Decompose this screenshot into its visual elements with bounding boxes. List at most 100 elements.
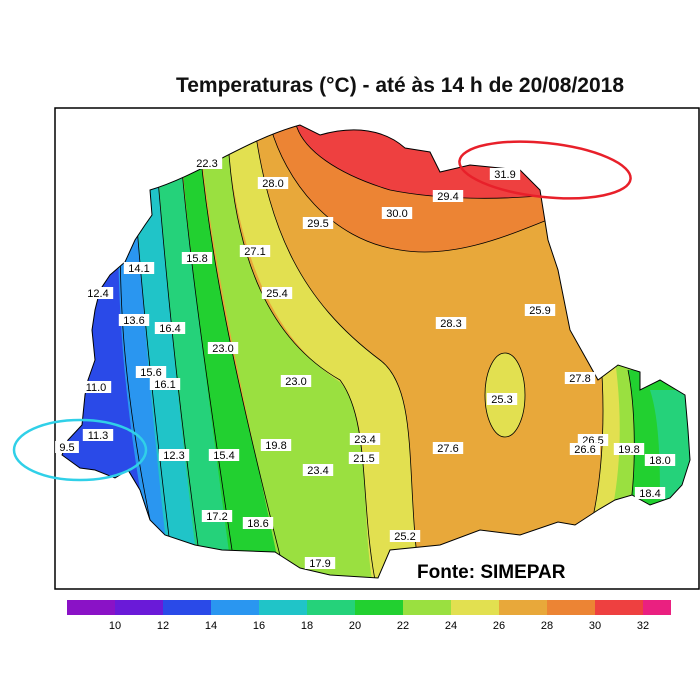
color-legend: 10 12 14 16 18 20 22 24 26 28 30 32	[67, 600, 671, 632]
band-18	[135, 180, 200, 560]
station-label-box	[123, 262, 155, 274]
station-label-box	[181, 252, 213, 264]
station-value: 18.4	[639, 488, 660, 500]
station-label: 14.1	[123, 262, 155, 275]
station-value: 27.6	[437, 443, 458, 455]
station-label: 25.4	[261, 287, 293, 300]
station-label-box	[280, 375, 312, 387]
station-value: 29.5	[307, 218, 328, 230]
station-label: 12.4	[82, 287, 114, 300]
station-label: 15.6	[135, 366, 167, 379]
legend-tick-label: 28	[541, 620, 553, 632]
station-value: 27.8	[569, 373, 590, 385]
station-label-box	[489, 168, 521, 180]
isoline	[181, 169, 236, 571]
station-value: 27.1	[244, 246, 265, 258]
isoline	[199, 149, 286, 576]
legend-swatch	[115, 600, 163, 615]
station-label-box	[149, 378, 181, 390]
legend-tick-label: 10	[109, 620, 121, 632]
station-value: 25.4	[266, 288, 287, 300]
station-label-box	[261, 287, 293, 299]
station-label: 29.4	[432, 190, 464, 203]
station-value: 26.6	[574, 444, 595, 456]
station-value: 11.3	[88, 430, 109, 442]
station-label-box	[201, 510, 233, 522]
station-label: 15.4	[208, 449, 240, 462]
station-label: 21.5	[348, 452, 380, 465]
station-label: 28.0	[257, 177, 289, 190]
legend-swatch	[259, 600, 307, 615]
station-value: 25.2	[394, 531, 415, 543]
legend-tick-label: 22	[397, 620, 409, 632]
station-value: 30.0	[386, 208, 407, 220]
station-label: 23.4	[349, 433, 381, 446]
legend-swatch	[451, 600, 499, 615]
station-value: 17.9	[309, 558, 330, 570]
station-value: 16.4	[159, 323, 180, 335]
isoline	[227, 139, 376, 578]
station-label: 27.1	[239, 245, 271, 258]
station-label: 11.3	[82, 429, 114, 442]
station-label: 25.9	[524, 304, 556, 317]
station-value: 28.3	[440, 318, 461, 330]
station-value: 23.0	[212, 343, 233, 355]
station-label: 16.4	[154, 322, 186, 335]
station-label-box	[349, 433, 381, 445]
legend-tick-label: 18	[301, 620, 313, 632]
station-value: 22.3	[196, 158, 217, 170]
station-label-box	[389, 530, 421, 542]
station-label: 18.6	[242, 517, 274, 530]
legend-tick-label: 14	[205, 620, 217, 632]
legend-tick-label: 20	[349, 620, 361, 632]
station-label-box	[569, 443, 601, 455]
station-value: 13.6	[123, 315, 144, 327]
station-value: 18.6	[247, 518, 268, 530]
station-label-box	[260, 439, 292, 451]
station-value: 11.0	[86, 382, 107, 394]
station-label: 27.8	[564, 372, 596, 385]
legend-swatch	[595, 600, 643, 615]
station-label-box	[82, 287, 114, 299]
station-label-box	[191, 157, 223, 169]
station-label: 29.5	[302, 217, 334, 230]
station-value: 17.2	[206, 511, 227, 523]
legend-swatch	[403, 600, 451, 615]
station-value: 25.9	[529, 305, 550, 317]
station-label: 23.4	[302, 464, 334, 477]
isoline	[254, 129, 421, 578]
station-label-box	[242, 517, 274, 529]
station-label: 15.8	[181, 252, 213, 265]
legend-swatch	[499, 600, 547, 615]
isoline	[269, 125, 561, 253]
station-label-box	[135, 366, 167, 378]
band-20	[158, 170, 235, 570]
legend-swatch	[547, 600, 595, 615]
band-26	[226, 130, 420, 578]
station-value: 18.0	[649, 455, 670, 467]
station-value: 15.4	[213, 450, 234, 462]
station-label-box	[302, 217, 334, 229]
map-frame	[54, 107, 700, 590]
station-label-box	[381, 207, 413, 219]
station-value: 19.8	[618, 444, 639, 456]
isoline	[294, 125, 551, 199]
station-value: 23.0	[285, 376, 306, 388]
station-label-box	[644, 454, 676, 466]
source-label: Fonte: SIMEPAR	[417, 562, 566, 583]
station-label: 31.9	[489, 168, 521, 181]
station-label-box	[304, 557, 336, 569]
station-label-box	[432, 190, 464, 202]
station-label-box	[207, 342, 239, 354]
legend-tick-label: 26	[493, 620, 505, 632]
legend-swatch	[643, 600, 671, 615]
legend-tick-label: 16	[253, 620, 265, 632]
station-label-box	[208, 449, 240, 461]
legend-tick-label: 32	[637, 620, 649, 632]
station-label-box	[486, 393, 518, 405]
station-label: 25.3	[486, 393, 518, 406]
station-label: 22.3	[191, 157, 223, 170]
station-value: 23.4	[307, 465, 328, 477]
hot-spot-highlight	[458, 140, 632, 200]
